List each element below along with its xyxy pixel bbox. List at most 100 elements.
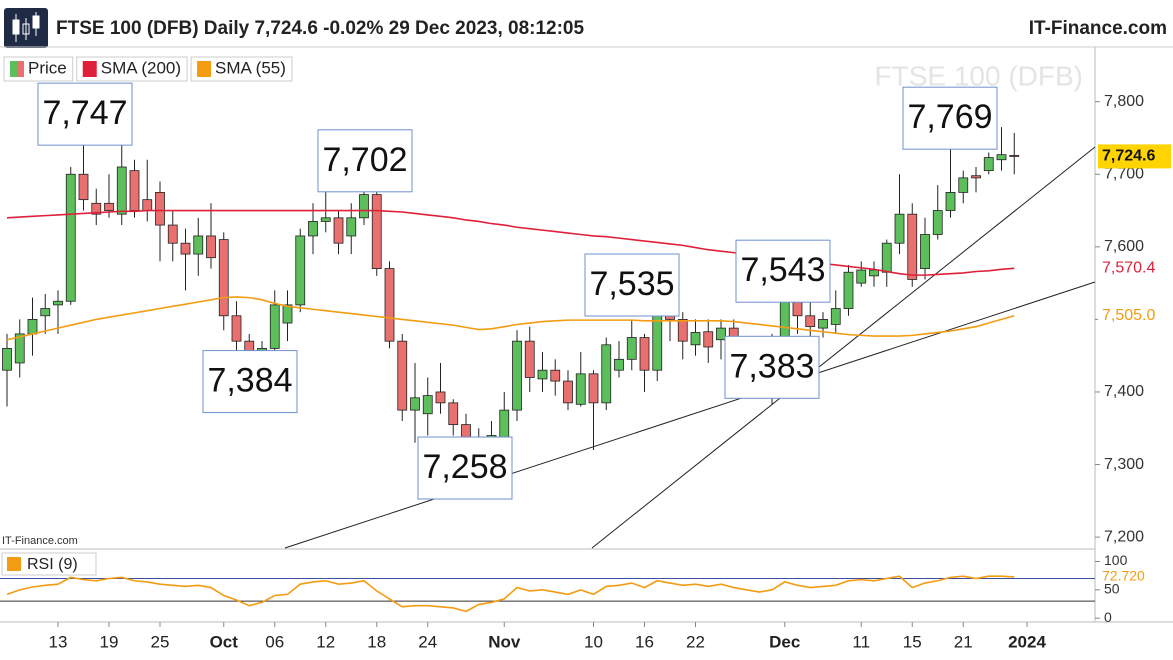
x-tick-label: 19 [100, 632, 119, 651]
x-tick-label: 11 [852, 632, 870, 651]
candle-body [690, 332, 701, 346]
annotation-label: 7,769 [907, 98, 992, 136]
candle-body [269, 304, 280, 349]
y-tick-label: 50 [1104, 581, 1120, 597]
candle-body [384, 268, 395, 342]
legend-box [1, 552, 97, 576]
y-tick-label: 0 [1104, 609, 1112, 625]
last-value-box [1098, 144, 1171, 169]
candle-body [435, 391, 446, 404]
last-value-box [1098, 303, 1171, 328]
x-tick-label: 10 [584, 632, 603, 651]
legend-swatch [197, 61, 212, 77]
candle-body [231, 315, 242, 342]
annotation-box [417, 436, 513, 500]
candle-body [206, 235, 216, 259]
last-value-box [1098, 256, 1171, 281]
y-tick-label: 7,400 [1104, 383, 1144, 400]
candle-body [422, 395, 433, 415]
y-tick-label: 7,200 [1104, 528, 1144, 545]
candle-body [958, 177, 969, 193]
annotation-label: 7,383 [729, 347, 814, 385]
candle-body [167, 224, 178, 244]
candle-body [537, 369, 548, 380]
annotation-label: 7,535 [589, 265, 674, 303]
candle-body [371, 194, 382, 270]
legend-swatch [82, 61, 97, 77]
candle-body [333, 217, 344, 244]
x-tick-label: 25 [151, 632, 170, 651]
rsi-line [6, 575, 1015, 613]
legend-item: SMA (200) [76, 56, 188, 82]
annotation-box [317, 129, 413, 193]
x-tick-label: 18 [367, 632, 386, 651]
candle-body [677, 318, 688, 342]
candle-body [575, 373, 586, 405]
candle-body [218, 239, 229, 317]
candle-body [448, 402, 459, 426]
x-tick-label: 06 [265, 632, 284, 651]
annotation-box [724, 335, 820, 399]
sma-line [6, 209, 1015, 276]
candle-body [116, 166, 127, 215]
y-tick-label: 100 [1104, 552, 1128, 568]
candle-body [1009, 154, 1020, 157]
candle-body [601, 344, 612, 404]
candle-body [91, 202, 102, 215]
candle-body [830, 308, 841, 325]
source-label: IT-Finance.com [2, 535, 78, 547]
candle-body [614, 358, 624, 371]
candle-body [524, 340, 535, 378]
legend-label: SMA (55) [215, 58, 286, 77]
annotation-box [902, 86, 998, 150]
candle-body [142, 199, 153, 211]
x-tick-label: 12 [316, 632, 335, 651]
annotation-box [735, 239, 831, 303]
candle-body [932, 210, 943, 235]
candle-body [104, 202, 114, 211]
candle-body [894, 213, 905, 244]
annotation-label: 7,543 [740, 251, 825, 289]
x-tick-label: 15 [903, 632, 922, 651]
candle-body [818, 318, 828, 329]
annotation-label: 7,258 [422, 448, 507, 486]
candle-body [308, 221, 318, 237]
annotation-box [202, 350, 298, 414]
legend-swatch [7, 557, 21, 571]
x-tick-label: 21 [954, 632, 973, 651]
annotation-label: 7,702 [322, 141, 407, 179]
candle-body [295, 235, 306, 306]
candle-body [320, 217, 331, 222]
legend-item: Price [3, 56, 74, 82]
candle-body [155, 191, 165, 226]
candle-body [703, 331, 714, 348]
candle-body [2, 348, 12, 371]
trendline [284, 281, 1096, 549]
legend-label: Price [28, 58, 67, 77]
candle-body [27, 318, 38, 335]
candle-body [512, 340, 522, 411]
candle-body [53, 300, 63, 306]
sma-line [6, 296, 1015, 341]
y-tick-label: 7,700 [1104, 165, 1144, 182]
x-tick-label: 2024 [1008, 632, 1046, 651]
candle-body [563, 380, 573, 404]
last-value-label: 7,505.0 [1102, 307, 1155, 324]
candle-body [881, 242, 892, 273]
legend-swatch [17, 61, 24, 77]
legend-item: SMA (55) [190, 56, 293, 82]
header-brand: IT-Finance.com [1029, 18, 1167, 39]
annotation-label: 7,747 [42, 94, 127, 132]
candle-body [410, 397, 420, 411]
x-tick-label: Oct [210, 632, 239, 651]
x-tick-label: Nov [488, 632, 521, 651]
y-tick-label: 7,600 [1104, 238, 1144, 255]
candle-body [716, 327, 726, 341]
annotation-label: 7,384 [207, 362, 292, 400]
candle-body [805, 315, 816, 328]
candle-body [129, 170, 140, 211]
x-tick-label: 22 [686, 632, 705, 651]
annotation-box [37, 82, 133, 146]
x-tick-label: Dec [769, 632, 800, 651]
